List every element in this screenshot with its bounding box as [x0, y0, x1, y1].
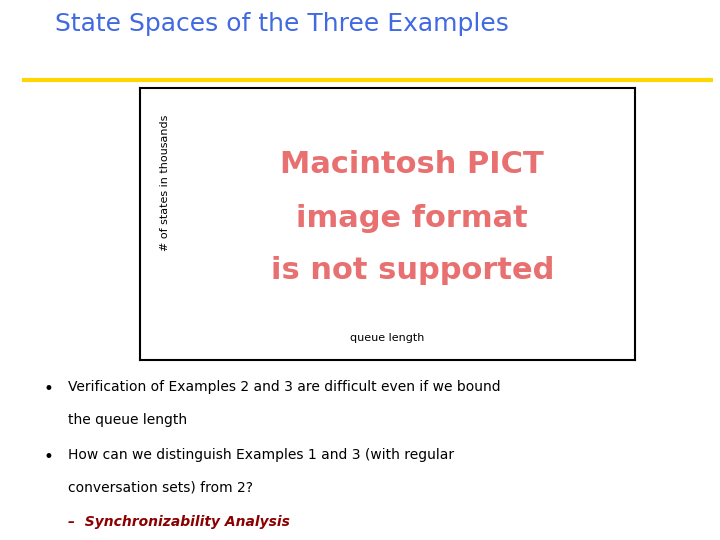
Text: •: •: [43, 448, 53, 465]
Text: Verification of Examples 2 and 3 are difficult even if we bound: Verification of Examples 2 and 3 are dif…: [68, 380, 501, 394]
Text: queue length: queue length: [351, 333, 425, 343]
Text: the queue length: the queue length: [68, 414, 187, 428]
Text: –  Synchronizability Analysis: – Synchronizability Analysis: [68, 515, 290, 529]
Text: State Spaces of the Three Examples: State Spaces of the Three Examples: [55, 12, 509, 36]
Text: conversation sets) from 2?: conversation sets) from 2?: [68, 481, 253, 495]
Text: Macintosh PICT: Macintosh PICT: [280, 150, 544, 179]
Text: image format: image format: [297, 204, 528, 233]
Text: is not supported: is not supported: [271, 256, 554, 285]
Text: # of states in thousands: # of states in thousands: [160, 115, 170, 252]
Text: How can we distinguish Examples 1 and 3 (with regular: How can we distinguish Examples 1 and 3 …: [68, 448, 454, 462]
Text: •: •: [43, 380, 53, 398]
